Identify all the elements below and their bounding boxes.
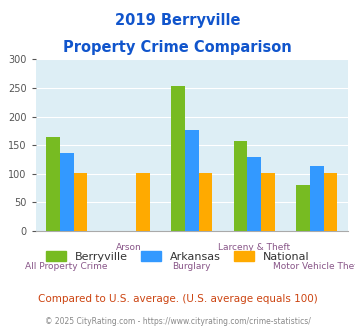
Bar [136,173,150,231]
Bar [60,153,73,231]
Bar [73,173,87,231]
Text: Compared to U.S. average. (U.S. average equals 100): Compared to U.S. average. (U.S. average … [38,294,317,304]
Text: Arson: Arson [116,243,142,252]
Legend: Berryville, Arkansas, National: Berryville, Arkansas, National [41,247,314,267]
Text: 2019 Berryville: 2019 Berryville [115,13,240,28]
Bar [261,173,275,231]
Text: All Property Crime: All Property Crime [26,262,108,271]
Bar [46,137,60,231]
Bar [234,141,247,231]
Text: Larceny & Theft: Larceny & Theft [218,243,290,252]
Text: Property Crime Comparison: Property Crime Comparison [63,40,292,54]
Bar [247,157,261,231]
Bar [323,173,337,231]
Bar [198,173,212,231]
Text: © 2025 CityRating.com - https://www.cityrating.com/crime-statistics/: © 2025 CityRating.com - https://www.city… [45,317,310,326]
Text: Motor Vehicle Theft: Motor Vehicle Theft [273,262,355,271]
Bar [185,130,198,231]
Text: Burglary: Burglary [173,262,211,271]
Bar [171,86,185,231]
Bar [296,185,310,231]
Bar [310,166,323,231]
